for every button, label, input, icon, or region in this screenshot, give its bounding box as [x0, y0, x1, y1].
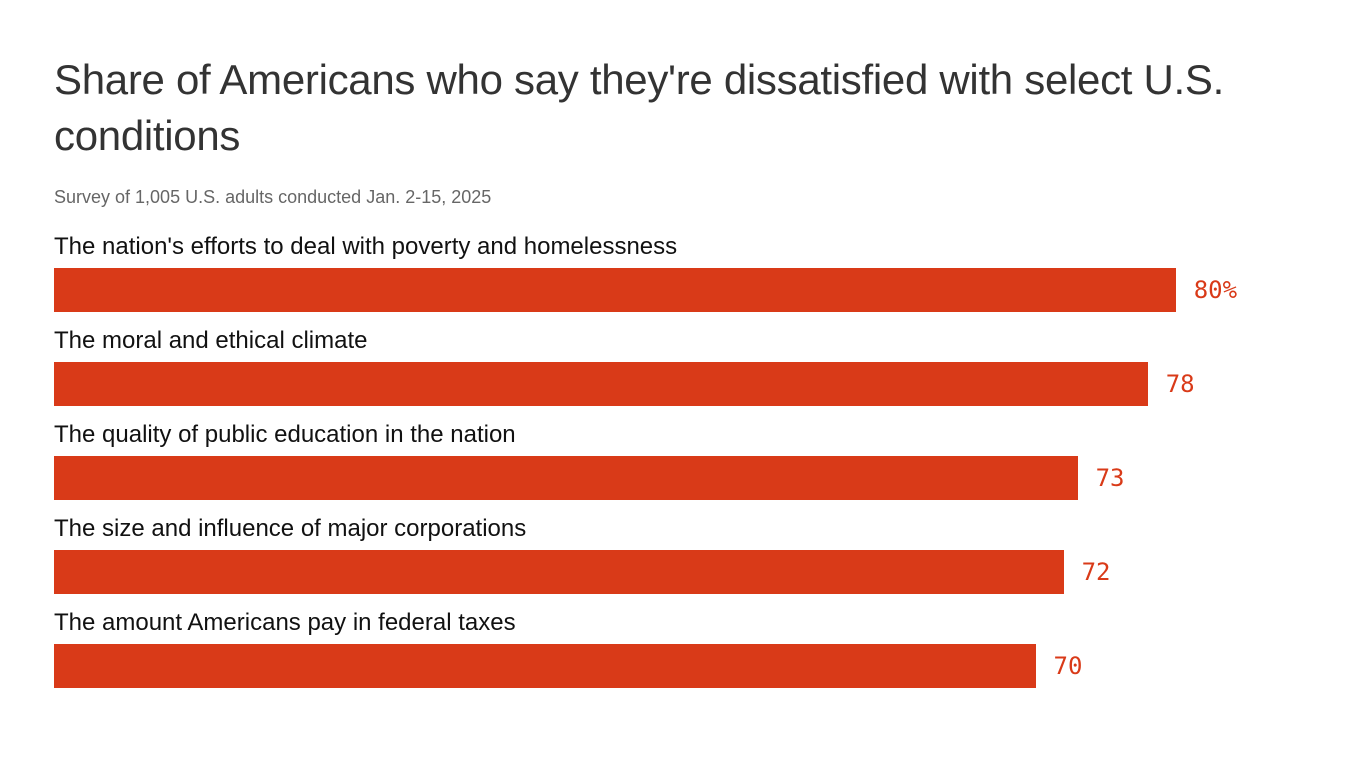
bar-value-label: 73 — [1095, 464, 1125, 492]
bar-row: The moral and ethical climate 78 — [54, 326, 1344, 416]
bar-category-label: The quality of public education in the n… — [54, 421, 516, 448]
bar — [54, 644, 1036, 688]
bar-row: The quality of public education in the n… — [54, 420, 1344, 510]
bar-category-label: The amount Americans pay in federal taxe… — [54, 609, 516, 636]
chart-title: Share of Americans who say they're dissa… — [54, 56, 1225, 159]
bar-row: The amount Americans pay in federal taxe… — [54, 608, 1344, 698]
bar-value-label: 80% — [1193, 276, 1238, 304]
bar-category-label: The nation's efforts to deal with povert… — [54, 233, 678, 260]
bar — [54, 268, 1176, 312]
bar-row: The nation's efforts to deal with povert… — [54, 232, 1344, 322]
bar-category-label: The moral and ethical climate — [54, 327, 368, 354]
bar-category-label: The size and influence of major corporat… — [54, 515, 527, 542]
bar-value-label: 70 — [1053, 652, 1083, 680]
bar-row: The size and influence of major corporat… — [54, 514, 1344, 604]
bar-chart: The nation's efforts to deal with povert… — [54, 0, 1344, 768]
bar — [54, 456, 1078, 500]
bar — [54, 362, 1148, 406]
chart-subtitle: Survey of 1,005 U.S. adults conducted Ja… — [54, 187, 492, 207]
bar-value-label: 72 — [1081, 558, 1111, 586]
bar — [54, 550, 1064, 594]
bar-value-label: 78 — [1165, 370, 1195, 398]
